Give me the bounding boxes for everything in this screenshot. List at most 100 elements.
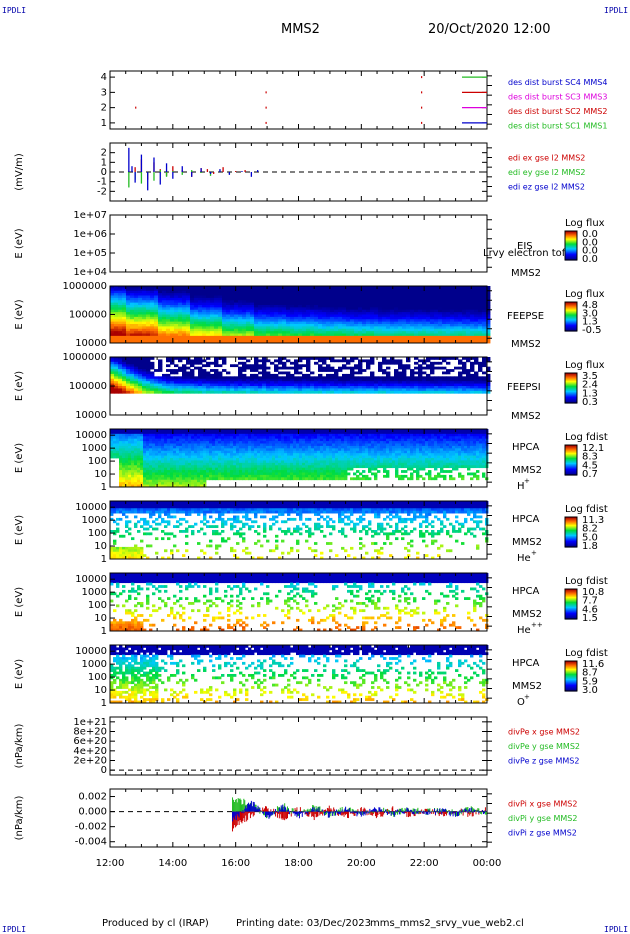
- spectro-cell: [178, 328, 183, 332]
- spectro-cell: [354, 357, 359, 360]
- spectro-cell: [150, 295, 155, 299]
- spectro-cell: [173, 474, 177, 478]
- spectro-cell: [278, 307, 283, 311]
- spectro-cell: [342, 319, 347, 323]
- spectro-cell: [430, 388, 435, 392]
- spectro-cell: [176, 429, 180, 432]
- spectro-cell: [125, 474, 129, 478]
- spectro-cell: [442, 381, 447, 384]
- spectro-cell: [474, 293, 479, 296]
- spectro-cell: [222, 331, 227, 334]
- spectro-cell: [266, 338, 271, 342]
- spectro-cell: [158, 438, 162, 442]
- spectro-cell: [318, 390, 323, 394]
- spectro-cell: [198, 381, 203, 384]
- spectro-cell: [394, 373, 399, 377]
- spectro-cell: [270, 335, 275, 339]
- spectro-cell: [382, 295, 387, 299]
- spectro-cell: [418, 319, 423, 323]
- spectro-cell: [482, 293, 487, 296]
- spectro-cell: [262, 297, 267, 301]
- spectro-cell: [250, 369, 255, 372]
- spectro-cell: [410, 321, 415, 325]
- spectro-cell: [234, 376, 239, 380]
- spectro-cell: [442, 331, 447, 334]
- spectro-cell: [270, 373, 275, 377]
- spectro-cell: [254, 324, 259, 327]
- spectro-cell: [194, 460, 198, 464]
- spectro-cell: [474, 386, 479, 389]
- spectro-cell: [122, 460, 126, 464]
- spectro-cell: [422, 293, 427, 296]
- spectro-cell: [402, 321, 407, 325]
- spectro-cell: [250, 316, 255, 320]
- spectro-cell: [318, 381, 323, 384]
- spectro-cell: [194, 361, 199, 365]
- spectro-cell: [410, 388, 415, 392]
- spectro-cell: [366, 333, 371, 337]
- spectro-cell: [222, 305, 227, 308]
- spectro-cell: [182, 386, 187, 389]
- spectro-cell: [218, 381, 223, 384]
- spectro-cell: [298, 324, 303, 327]
- spectro-cell: [233, 477, 237, 481]
- colorbar-cell: [565, 392, 577, 394]
- spectro-cell: [140, 453, 144, 456]
- spectro-cell: [119, 477, 123, 481]
- spectro-cell: [354, 309, 359, 313]
- spectro-cell: [178, 333, 183, 337]
- spectro-cell: [386, 312, 391, 315]
- spectro-cell: [114, 361, 119, 365]
- spectro-cell: [442, 316, 447, 320]
- spectro-cell: [334, 328, 339, 332]
- spectro-cell: [442, 383, 447, 387]
- spectro-cell: [382, 302, 387, 306]
- spectro-cell: [466, 335, 471, 339]
- spectro-cell: [167, 445, 171, 449]
- spectro-cell: [138, 390, 143, 394]
- spectro-cell: [294, 314, 299, 318]
- spectro-cell: [140, 438, 144, 442]
- spectro-cell: [161, 484, 165, 488]
- spectro-cell: [215, 438, 219, 442]
- spectro-cell: [326, 324, 331, 327]
- spectro-cell: [134, 383, 139, 387]
- spectro-cell: [326, 288, 331, 292]
- spectro-cell: [174, 386, 179, 389]
- spectro-cell: [118, 305, 123, 308]
- spectro-cell: [346, 388, 351, 392]
- spectro-cell: [298, 338, 303, 342]
- spectro-cell: [322, 335, 327, 339]
- spectro-cell: [262, 359, 267, 363]
- spectro-cell: [478, 295, 483, 299]
- spectro-cell: [227, 443, 231, 447]
- spectro-cell: [230, 297, 235, 301]
- spectro-cell: [218, 390, 223, 394]
- spectro-cell: [402, 333, 407, 337]
- spectro-cell: [150, 328, 155, 332]
- spectro-cell: [134, 465, 138, 469]
- spectro-cell: [326, 338, 331, 342]
- spectro-cell: [274, 376, 279, 380]
- spectro-cell: [182, 288, 187, 292]
- spectro-cell: [218, 321, 223, 325]
- spectro-cell: [110, 361, 115, 365]
- spectro-cell: [198, 383, 203, 387]
- spectro-cell: [128, 445, 132, 449]
- colorbar-title: Log flux: [565, 218, 605, 229]
- spectro-cell: [233, 433, 237, 437]
- spectro-cell: [138, 383, 143, 387]
- spectro-cell: [334, 321, 339, 325]
- spectro-cell: [206, 429, 210, 432]
- spectro-cell: [458, 326, 463, 330]
- colorbar-cell: [565, 249, 577, 251]
- spectro-cell: [486, 288, 491, 292]
- spectro-cell: [143, 479, 147, 483]
- spectro-cell: [166, 331, 171, 334]
- spectro-cell: [306, 297, 311, 301]
- spectro-cell: [466, 388, 471, 392]
- spectro-cell: [438, 295, 443, 299]
- spectro-cell: [310, 378, 315, 382]
- spectro-cell: [164, 477, 168, 481]
- spectro-cell: [382, 369, 387, 372]
